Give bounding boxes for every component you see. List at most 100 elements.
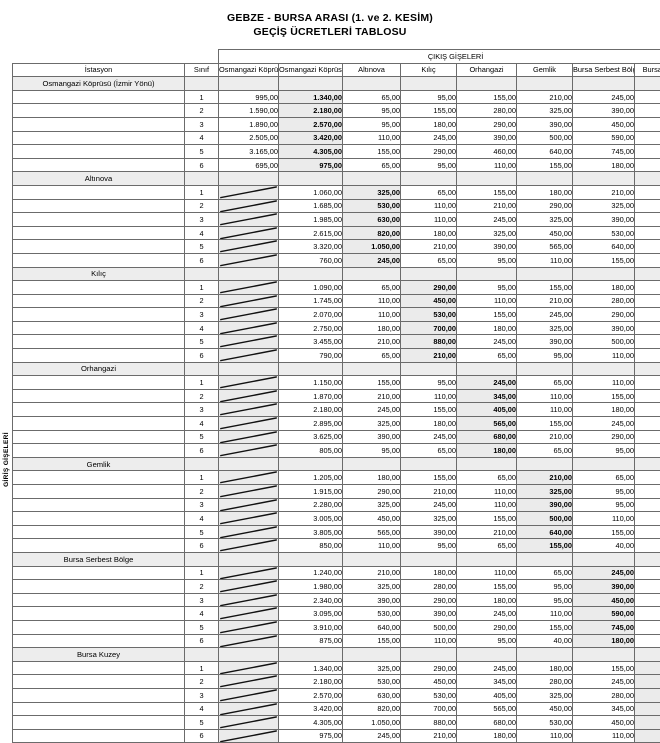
station-row-fill (635, 457, 660, 471)
station-blank-cell (13, 607, 185, 621)
toll-table-wrap: ÇIKIŞ GİŞELERİ İstasyon Sınıf Osmangazi … (0, 49, 660, 743)
station-blank-cell (13, 199, 185, 213)
station-row-fill (219, 267, 279, 281)
toll-value-cell-highlighted: 245,00 (343, 253, 401, 267)
station-row-fill (279, 77, 343, 91)
toll-value-cell-highlighted: 700,00 (401, 321, 457, 335)
not-applicable-cell (219, 389, 279, 403)
station-row-fill (635, 552, 660, 566)
not-applicable-cell (219, 321, 279, 335)
station-name: Altınova (13, 172, 185, 186)
toll-value-cell: 390,00 (573, 104, 635, 118)
station-blank-cell (13, 145, 185, 159)
toll-value-cell: 210,00 (517, 294, 573, 308)
vehicle-class-cell: 6 (185, 253, 219, 267)
station-row-fill (343, 362, 401, 376)
toll-value-cell: 210,00 (401, 485, 457, 499)
toll-value-cell: 680,00 (635, 117, 660, 131)
toll-value-cell: 1.915,00 (279, 485, 343, 499)
header-exit-bursa-kuzey: Bursa Kuzey (635, 63, 660, 77)
toll-value-cell: 915,00 (635, 131, 660, 145)
toll-value-cell: 530,00 (343, 675, 401, 689)
toll-value-cell: 450,00 (573, 117, 635, 131)
toll-value-cell-highlighted: 325,00 (343, 185, 401, 199)
toll-value-cell: 95,00 (401, 90, 457, 104)
toll-value-cell: 2.615,00 (279, 226, 343, 240)
toll-value-cell: 95,00 (457, 253, 517, 267)
vehicle-class-cell: 4 (185, 607, 219, 621)
toll-value-cell: 180,00 (573, 403, 635, 417)
station-blank-cell (13, 729, 185, 743)
toll-value-cell: 500,00 (401, 620, 457, 634)
station-blank-cell (13, 716, 185, 730)
vehicle-class-cell: 2 (185, 580, 219, 594)
toll-value-cell: 155,00 (573, 389, 635, 403)
station-row-fill (635, 362, 660, 376)
toll-value-cell-highlighted: 210,00 (401, 349, 457, 363)
toll-value-cell: 290,00 (573, 308, 635, 322)
not-applicable-cell (219, 213, 279, 227)
toll-value-cell: 155,00 (517, 620, 573, 634)
toll-value-cell: 325,00 (517, 321, 573, 335)
toll-value-cell: 155,00 (401, 403, 457, 417)
vehicle-class-cell: 1 (185, 90, 219, 104)
toll-value-cell: 180,00 (343, 471, 401, 485)
vehicle-class-cell: 6 (185, 729, 219, 743)
not-applicable-cell (219, 471, 279, 485)
station-row-fill (343, 457, 401, 471)
toll-value-cell: 290,00 (457, 620, 517, 634)
toll-value-cell: 2.180,00 (279, 403, 343, 417)
toll-value-cell: 180,00 (573, 158, 635, 172)
toll-value-cell: 390,00 (573, 321, 635, 335)
toll-value-cell: 110,00 (517, 607, 573, 621)
station-row-fill (219, 457, 279, 471)
station-blank-cell (13, 566, 185, 580)
toll-value-cell: 210,00 (457, 525, 517, 539)
station-row-fill (279, 457, 343, 471)
not-applicable-cell (219, 349, 279, 363)
toll-value-cell: 2.280,00 (279, 498, 343, 512)
toll-value-cell: 95,00 (457, 634, 517, 648)
station-row-fill (219, 362, 279, 376)
station-row-fill (573, 77, 635, 91)
table-row: 11.340,00325,00290,00245,00180,00155,003… (13, 661, 660, 675)
toll-value-cell-highlighted: 345,00 (635, 661, 660, 675)
station-blank-cell (13, 403, 185, 417)
toll-value-cell: 210,00 (343, 566, 401, 580)
toll-value-cell: 110,00 (401, 389, 457, 403)
toll-value-cell: 280,00 (635, 158, 660, 172)
toll-value-cell: 460,00 (457, 145, 517, 159)
toll-value-cell: 565,00 (517, 240, 573, 254)
vehicle-class-cell: 1 (185, 471, 219, 485)
vehicle-class-cell: 3 (185, 213, 219, 227)
toll-value-cell: 325,00 (343, 580, 401, 594)
table-row: 6760,00245,0065,0095,00110,00155,00245,0… (13, 253, 660, 267)
vehicle-class-cell: 4 (185, 512, 219, 526)
header-exit-gemlik: Gemlik (517, 63, 573, 77)
toll-value-cell-highlighted: 210,00 (517, 471, 573, 485)
vehicle-class-cell: 2 (185, 294, 219, 308)
station-row-fill (635, 77, 660, 91)
toll-value-cell: 325,00 (517, 688, 573, 702)
station-row-fill (517, 552, 573, 566)
toll-value-cell: 280,00 (573, 294, 635, 308)
not-applicable-cell (219, 226, 279, 240)
toll-value-cell: 95,00 (401, 158, 457, 172)
toll-value-cell: 995,00 (219, 90, 279, 104)
toll-value-cell-highlighted: 975,00 (279, 158, 343, 172)
toll-value-cell: 1.140,00 (635, 145, 660, 159)
station-row-fill (517, 77, 573, 91)
toll-value-cell: 180,00 (457, 593, 517, 607)
toll-value-cell: 290,00 (457, 117, 517, 131)
table-row: 42.615,00820,00180,00325,00450,00530,008… (13, 226, 660, 240)
toll-value-cell: 95,00 (573, 498, 635, 512)
toll-value-cell: 40,00 (517, 634, 573, 648)
toll-value-cell: 180,00 (635, 471, 660, 485)
station-row-fill (279, 267, 343, 281)
toll-value-cell: 345,00 (457, 675, 517, 689)
toll-value-cell: 180,00 (573, 281, 635, 295)
toll-value-cell: 210,00 (343, 335, 401, 349)
toll-value-cell: 65,00 (573, 471, 635, 485)
